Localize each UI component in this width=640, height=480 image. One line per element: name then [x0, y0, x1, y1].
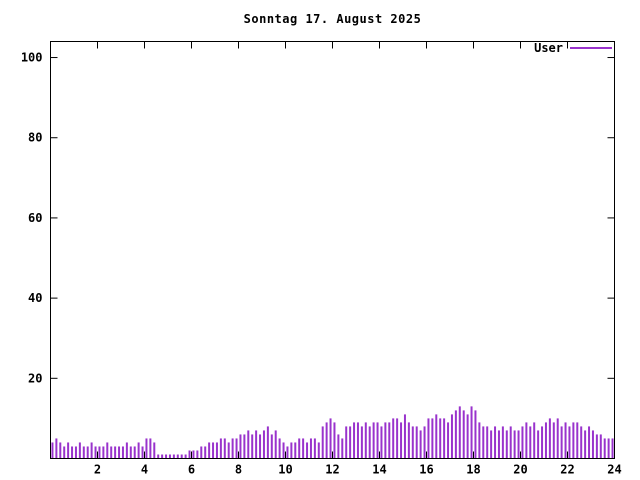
plot-border: [50, 41, 615, 459]
x-tick-label: 16: [419, 463, 433, 477]
x-tick-label: 14: [372, 463, 386, 477]
x-tick-label: 8: [235, 463, 242, 477]
y-tick-label: 20: [28, 371, 42, 385]
x-tick-label: 20: [513, 463, 527, 477]
x-tick-label: 12: [325, 463, 339, 477]
legend: User: [500, 41, 612, 55]
legend-line-sample: [570, 47, 612, 49]
x-tick-label: 24: [607, 463, 621, 477]
y-tick-label: 60: [28, 211, 42, 225]
x-tick-label: 4: [141, 463, 148, 477]
x-tick-label: 10: [278, 463, 292, 477]
x-tick-label: 2: [94, 463, 101, 477]
legend-label: User: [534, 41, 563, 55]
x-tick-label: 6: [188, 463, 195, 477]
x-tick-label: 18: [466, 463, 480, 477]
y-tick-label: 100: [21, 51, 43, 65]
x-tick-label: 22: [560, 463, 574, 477]
chart-title: Sonntag 17. August 2025: [243, 12, 422, 26]
y-tick-label: 40: [28, 291, 42, 305]
y-tick-label: 80: [28, 131, 42, 145]
